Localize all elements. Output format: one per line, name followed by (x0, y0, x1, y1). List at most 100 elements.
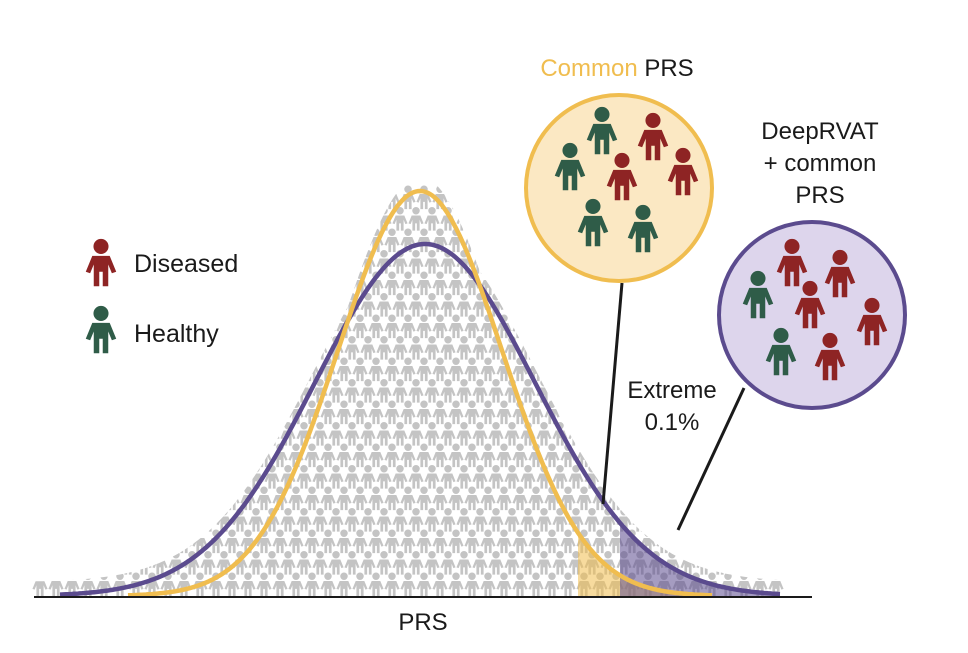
crowd-person-icon (32, 314, 48, 339)
crowd-person-icon (504, 508, 520, 532)
common-prs-tail-area (578, 532, 712, 596)
crowd-person-icon (152, 551, 168, 575)
crowd-person-icon (152, 422, 168, 446)
crowd-person-icon (424, 465, 440, 489)
crowd-person-icon (120, 207, 136, 231)
crowd-person-icon (400, 572, 416, 596)
crowd-person-icon (344, 336, 360, 360)
crowd-person-icon (456, 551, 472, 575)
crowd-person-icon (440, 422, 456, 446)
crowd-person-icon (160, 486, 176, 511)
crowd-person-icon (56, 422, 72, 446)
crowd-person-icon (552, 551, 568, 575)
crowd-person-icon (448, 314, 464, 339)
crowd-person-icon (40, 551, 56, 575)
crowd-person-icon (72, 422, 88, 446)
crowd-person-icon (456, 379, 472, 403)
crowd-person-icon (392, 379, 408, 403)
crowd-person-icon (248, 293, 264, 317)
crowd-person-icon (80, 357, 96, 382)
crowd-person-icon (392, 293, 408, 317)
crowd-person-icon (328, 551, 344, 575)
crowd-person-icon (232, 293, 248, 317)
crowd-person-icon (144, 443, 160, 468)
crowd-person-icon (240, 400, 256, 425)
crowd-person-icon (80, 400, 96, 425)
crowd-person-icon (168, 422, 184, 446)
crowd-person-icon (464, 400, 480, 425)
crowd-person-icon (112, 228, 128, 253)
crowd-person-icon (288, 314, 304, 339)
crowd-person-icon (56, 551, 72, 575)
crowd-person-icon (216, 465, 232, 489)
crowd-person-icon (408, 336, 424, 360)
crowd-person-icon (80, 529, 96, 554)
crowd-person-icon (488, 508, 504, 532)
crowd-person-icon (656, 271, 672, 296)
crowd-person-icon (384, 529, 400, 554)
crowd-person-icon (96, 357, 112, 382)
crowd-person-icon (216, 207, 232, 231)
crowd-person-icon (640, 486, 656, 511)
crowd-person-icon (648, 336, 664, 360)
crowd-person-icon (248, 250, 264, 274)
crowd-person-icon (416, 314, 432, 339)
crowd-person-icon (224, 486, 240, 511)
crowd-person-icon (440, 379, 456, 403)
crowd-person-icon (656, 486, 672, 511)
crowd-person-icon (32, 529, 48, 554)
crowd-person-icon (776, 551, 790, 575)
crowd-person-icon (184, 465, 200, 489)
crowd-person-icon (512, 529, 528, 554)
crowd-person-icon (688, 443, 704, 468)
crowd-person-icon (400, 314, 416, 339)
crowd-person-icon (280, 551, 296, 575)
crowd-person-icon (472, 336, 488, 360)
crowd-person-icon (152, 379, 168, 403)
crowd-person-icon (112, 271, 128, 296)
crowd-person-icon (256, 185, 272, 210)
crowd-person-icon (368, 185, 384, 210)
crowd-person-icon (312, 422, 328, 446)
crowd-person-icon (656, 443, 672, 468)
crowd-person-icon (336, 443, 352, 468)
crowd-person-icon (552, 379, 568, 403)
crowd-person-icon (408, 250, 424, 274)
crowd-person-icon (168, 465, 184, 489)
crowd-person-icon (560, 314, 576, 339)
crowd-person-icon (360, 465, 376, 489)
crowd-person-icon (128, 185, 144, 210)
crowd-person-icon (272, 572, 288, 596)
crowd-person-icon (560, 529, 576, 554)
crowd-person-icon (776, 422, 790, 446)
crowd-person-icon (432, 271, 448, 296)
crowd-person-icon (152, 207, 168, 231)
crowd-person-icon (400, 400, 416, 425)
crowd-person-icon (120, 379, 136, 403)
crowd-person-icon (512, 443, 528, 468)
crowd-person-icon (88, 379, 104, 403)
crowd-person-icon (744, 465, 760, 489)
crowd-person-icon (32, 572, 48, 596)
crowd-person-icon (456, 422, 472, 446)
crowd-person-icon (48, 357, 64, 382)
crowd-person-icon (464, 443, 480, 468)
crowd-person-icon (152, 293, 168, 317)
crowd-person-icon (680, 293, 696, 317)
crowd-person-icon (216, 293, 232, 317)
crowd-person-icon (736, 400, 752, 425)
crowd-person-icon (32, 228, 48, 253)
crowd-person-icon (368, 357, 384, 382)
crowd-person-icon (448, 185, 464, 210)
crowd-person-icon (384, 443, 400, 468)
crowd-person-icon (440, 465, 456, 489)
crowd-person-icon (384, 228, 400, 253)
crowd-person-icon (184, 508, 200, 532)
crowd-person-icon (760, 207, 776, 231)
crowd-person-icon (144, 185, 160, 210)
crowd-person-icon (528, 314, 544, 339)
crowd-person-icon (592, 529, 608, 554)
crowd-person-icon (480, 486, 496, 511)
crowd-person-icon (48, 529, 64, 554)
crowd-person-icon (552, 465, 568, 489)
